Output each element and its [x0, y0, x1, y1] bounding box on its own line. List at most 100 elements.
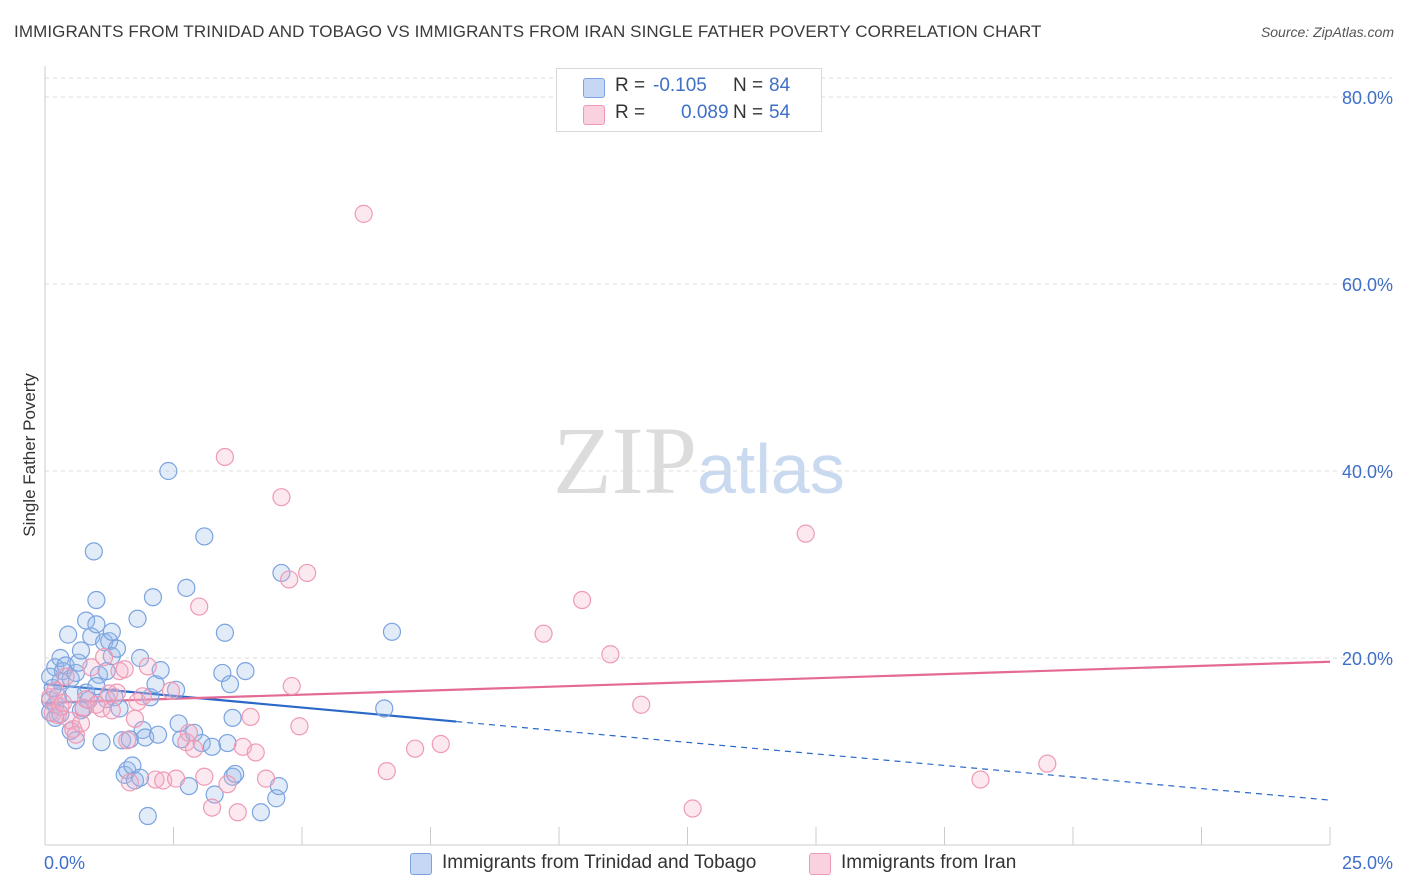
iran-point [146, 770, 165, 789]
iran-point [56, 667, 75, 686]
iran-point [534, 624, 553, 643]
trinidad-trend-extension [456, 720, 1331, 801]
iran-point [246, 743, 265, 762]
iran-point [161, 681, 181, 700]
trinidad-point [236, 661, 255, 681]
trinidad-point [107, 639, 127, 658]
legend-n-value-trinidad: 84 [769, 75, 791, 96]
grid-lines [45, 77, 1392, 659]
iran-point [184, 739, 204, 758]
bottom-legend-swatch-iran [809, 853, 831, 875]
trinidad-point [128, 609, 147, 628]
bottom-legend-label-iran: Immigrants from Iran [841, 852, 1017, 873]
correlation-legend: R = -0.105 N = 84 R = 0.089 N = 54 [556, 68, 822, 132]
legend-r-value-trinidad: -0.105 [653, 75, 707, 96]
iran-point [82, 658, 101, 677]
iran-point [298, 563, 317, 583]
trinidad-point [146, 675, 165, 694]
watermark-zip: ZIP [553, 407, 697, 514]
legend-swatch-trinidad [583, 78, 605, 98]
trend-lines [44, 660, 1331, 801]
series-trinidad-points [41, 461, 402, 826]
trinidad-point [177, 578, 196, 597]
legend-r-label: R = [615, 75, 646, 96]
iran-point [405, 739, 425, 758]
trinidad-point [169, 714, 188, 733]
y-tick-label: 80.0% [1342, 88, 1393, 108]
trinidad-point [251, 803, 270, 822]
trinidad-point [220, 675, 240, 694]
trinidad-point [202, 737, 222, 756]
legend-r-label: R = [615, 102, 646, 123]
iran-point [354, 204, 373, 223]
iran-point [53, 693, 73, 712]
trinidad-point [59, 625, 78, 644]
iran-point [77, 690, 96, 709]
iran-point [971, 770, 990, 789]
axes [44, 66, 1331, 846]
iran-point [215, 447, 234, 467]
trinidad-point [71, 641, 91, 660]
trinidad-point [41, 667, 60, 686]
iran-point [128, 692, 147, 712]
series-iran-points [41, 204, 1057, 822]
trinidad-point [184, 723, 204, 742]
chart-title: IMMIGRANTS FROM TRINIDAD AND TOBAGO VS I… [14, 22, 1042, 41]
legend-r-value-iran: 0.089 [681, 102, 729, 123]
trinidad-point [66, 731, 85, 750]
iran-point [241, 707, 260, 727]
trinidad-point [102, 622, 121, 641]
legend-swatch-iran [583, 105, 605, 125]
trinidad-point [77, 683, 96, 702]
bottom-legend-label-trinidad: Immigrants from Trinidad and Tobago [442, 852, 757, 873]
iran-point [573, 590, 592, 610]
iran-point [256, 769, 276, 788]
trinidad-point [215, 623, 234, 642]
iran-point [377, 762, 396, 781]
bottom-legend-swatch-trinidad [410, 853, 432, 875]
trinidad-point [218, 733, 237, 753]
iran-point [118, 731, 137, 750]
trinidad-point [166, 680, 186, 699]
iran-point [71, 714, 91, 733]
trinidad-point [375, 699, 394, 718]
trinidad-point [130, 768, 150, 787]
trinidad-point [143, 588, 163, 607]
trinidad-point [92, 733, 111, 752]
iran-point [282, 676, 301, 696]
legend-n-label: N = [733, 102, 764, 123]
x-tick-label-min: 0.0% [44, 853, 85, 873]
iran-point [133, 687, 152, 706]
iran-point [95, 647, 114, 667]
iran-point [683, 799, 702, 818]
y-tick-label: 20.0% [1342, 649, 1393, 669]
iran-point [102, 701, 121, 720]
watermark-atlas: atlas [697, 430, 845, 508]
iran-point [218, 775, 237, 794]
iran-point [431, 734, 450, 754]
trinidad-point [138, 806, 157, 826]
legend-n-value-iran: 54 [769, 102, 791, 123]
iran-point [115, 660, 134, 679]
legend-n-label: N = [733, 75, 764, 96]
x-tick-label-max: 25.0% [1342, 853, 1393, 873]
trinidad-point [87, 590, 106, 610]
iran-point [166, 769, 186, 788]
iran-point [1038, 754, 1057, 773]
source-label: Source: ZipAtlas.com [1260, 24, 1394, 40]
iran-point [290, 717, 309, 736]
iran-point [202, 798, 222, 817]
iran-point [125, 709, 145, 728]
trinidad-point [87, 615, 106, 634]
y-tick-label: 60.0% [1342, 275, 1393, 295]
trinidad-point [195, 527, 214, 546]
tick-labels: 20.0% 40.0% 60.0% 80.0% 0.0% 25.0% [44, 88, 1393, 873]
iran-point [601, 645, 620, 664]
trinidad-point [226, 764, 245, 784]
iran-point [190, 597, 209, 616]
iran-point [796, 524, 815, 543]
trinidad-point [223, 708, 242, 727]
trinidad-point [148, 725, 168, 744]
watermark: ZIPatlas [553, 405, 845, 516]
